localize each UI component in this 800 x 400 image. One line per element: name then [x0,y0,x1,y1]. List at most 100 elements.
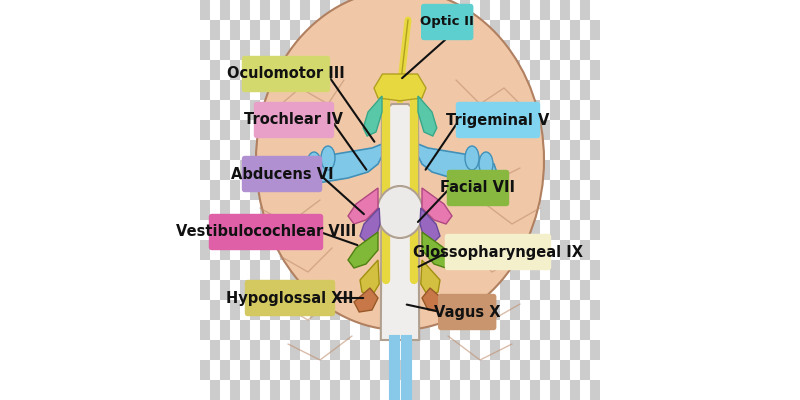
Bar [350,340,360,360]
Bar [550,300,560,320]
Bar [260,300,270,320]
Bar [420,80,430,100]
Bar [490,340,500,360]
Bar [410,360,420,380]
Bar [520,200,530,220]
Bar [510,20,520,40]
Bar [400,340,410,360]
Bar [360,280,370,300]
Bar [420,60,430,80]
Bar [280,320,290,340]
Bar [560,340,570,360]
Bar [490,20,500,40]
Bar [510,80,520,100]
Bar [310,340,320,360]
Bar [380,200,390,220]
Bar [500,280,510,300]
Bar [420,0,430,20]
Bar [570,160,580,180]
Bar [360,340,370,360]
Bar [520,360,530,380]
Bar [360,100,370,120]
Bar [400,320,410,340]
Bar [490,220,500,240]
Bar [250,80,260,100]
Bar [320,180,330,200]
Bar [230,300,240,320]
Bar [440,60,450,80]
Bar [570,180,580,200]
Bar [510,120,520,140]
Bar [460,280,470,300]
FancyBboxPatch shape [242,56,330,92]
Bar [370,20,380,40]
Bar [420,300,430,320]
Bar [510,60,520,80]
Bar [520,80,530,100]
Bar [530,340,540,360]
Bar [350,120,360,140]
Bar [350,320,360,340]
Text: Vagus X: Vagus X [434,304,501,320]
Bar [550,380,560,400]
Bar [270,200,280,220]
Bar [530,60,540,80]
Bar [510,280,520,300]
Bar [250,180,260,200]
Bar [520,20,530,40]
Bar [280,60,290,80]
Bar [500,40,510,60]
Bar [420,40,430,60]
Bar [400,240,410,260]
Bar [390,20,400,40]
Bar [520,120,530,140]
Bar [200,160,210,180]
Bar [550,60,560,80]
Bar [290,300,300,320]
Bar [260,280,270,300]
Bar [200,20,210,40]
Bar [230,0,240,20]
Bar [270,320,280,340]
Bar [220,220,230,240]
Bar [400,40,410,60]
Bar [360,0,370,20]
Bar [300,340,310,360]
Bar [240,180,250,200]
Bar [510,340,520,360]
Bar [500,0,510,20]
Bar [530,160,540,180]
Bar [230,60,240,80]
Bar [280,220,290,240]
Bar [310,0,320,20]
Bar [530,80,540,100]
Bar [360,140,370,160]
Bar [510,240,520,260]
Bar [520,100,530,120]
Bar [350,380,360,400]
Bar [590,220,600,240]
Bar [290,360,300,380]
Bar [470,280,480,300]
Bar [420,280,430,300]
Bar [400,0,410,20]
Bar [390,120,400,140]
Bar [450,360,460,380]
Bar [230,220,240,240]
Bar [560,240,570,260]
Bar [210,40,220,60]
Bar [340,160,350,180]
Bar [470,220,480,240]
Bar [210,220,220,240]
Bar [370,60,380,80]
FancyBboxPatch shape [438,294,496,330]
Bar [300,0,310,20]
Bar [590,200,600,220]
Bar [360,300,370,320]
Bar [570,80,580,100]
Bar [430,100,440,120]
Bar [210,260,220,280]
Polygon shape [420,208,440,242]
Bar [230,340,240,360]
Bar [360,260,370,280]
